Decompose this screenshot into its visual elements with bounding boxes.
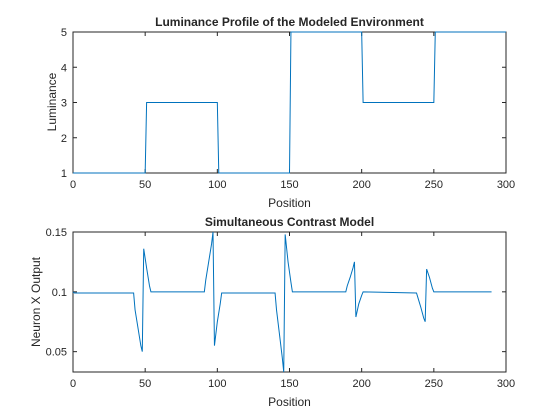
contrast-model-plot-y-tick-label: 0.15 bbox=[46, 227, 67, 239]
luminance-plot-title: Luminance Profile of the Modeled Environ… bbox=[155, 15, 424, 29]
luminance-plot-x-tick-label: 200 bbox=[352, 179, 370, 191]
contrast-model-plot-x-tick-label: 0 bbox=[70, 378, 76, 390]
luminance-plot-y-tick-label: 4 bbox=[61, 62, 67, 74]
luminance-plot-y-tick-label: 3 bbox=[61, 98, 67, 110]
luminance-plot-y-label: Luminance bbox=[45, 72, 59, 131]
luminance-plot-x-tick-label: 250 bbox=[425, 179, 443, 191]
contrast-model-plot-y-tick-label: 0.1 bbox=[52, 287, 67, 299]
luminance-plot-x-ticks: 0 50 100 150 200 250 300 bbox=[70, 32, 515, 191]
luminance-plot-x-tick-label: 0 bbox=[70, 179, 76, 191]
contrast-model-plot-y-label: Neuron X Output bbox=[29, 256, 43, 347]
luminance-plot: Luminance Profile of the Modeled Environ… bbox=[45, 15, 515, 210]
contrast-model-series-line bbox=[72, 231, 492, 373]
contrast-model-plot-x-tick-label: 100 bbox=[208, 378, 226, 390]
contrast-model-plot: Simultaneous Contrast Model 0 50 100 150 200… bbox=[29, 215, 515, 409]
contrast-model-plot-x-tick-label: 200 bbox=[352, 378, 370, 390]
contrast-model-plot-x-tick-label: 300 bbox=[497, 378, 515, 390]
luminance-plot-x-tick-label: 50 bbox=[139, 179, 151, 191]
contrast-model-plot-x-tick-label: 250 bbox=[425, 378, 443, 390]
contrast-model-plot-y-tick-label: 0.05 bbox=[46, 347, 67, 359]
luminance-plot-x-tick-label: 300 bbox=[497, 179, 515, 191]
contrast-model-plot-x-label: Position bbox=[268, 395, 311, 409]
contrast-model-plot-title: Simultaneous Contrast Model bbox=[205, 215, 374, 229]
luminance-plot-y-tick-label: 1 bbox=[61, 168, 67, 180]
contrast-model-plot-x-tick-label: 50 bbox=[139, 378, 151, 390]
luminance-plot-x-tick-label: 100 bbox=[208, 179, 226, 191]
contrast-model-plot-x-tick-label: 150 bbox=[280, 378, 298, 390]
contrast-model-plot-x-ticks: 0 50 100 150 200 250 300 bbox=[70, 232, 515, 390]
contrast-model-plot-frame bbox=[72, 231, 507, 373]
luminance-plot-y-tick-label: 2 bbox=[61, 133, 67, 145]
luminance-plot-y-tick-label: 5 bbox=[61, 27, 67, 39]
luminance-plot-x-label: Position bbox=[268, 196, 311, 210]
luminance-series-line bbox=[73, 31, 506, 174]
luminance-plot-x-tick-label: 150 bbox=[280, 179, 298, 191]
